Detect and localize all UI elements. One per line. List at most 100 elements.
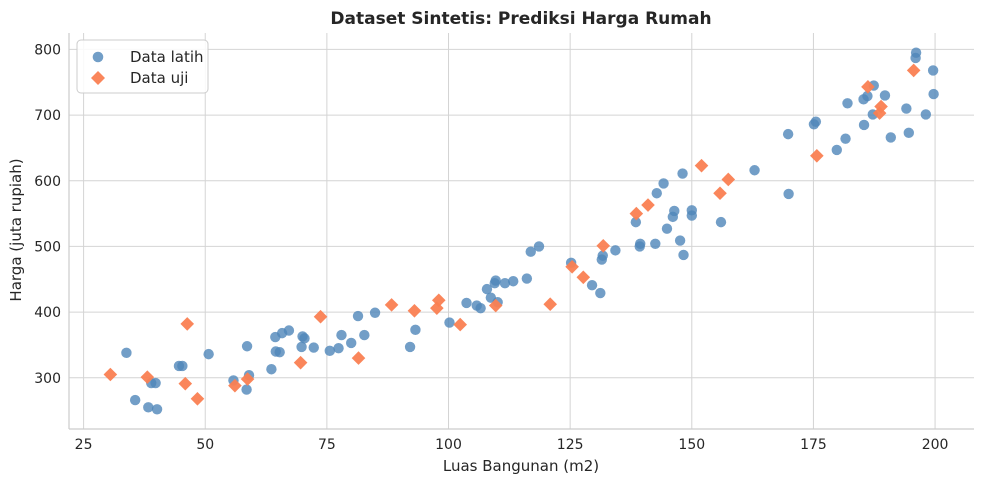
tick-labels: 25 50 75 100 125 150 175 200 300 400 500 600 700 800 bbox=[34, 42, 948, 453]
point-data-uji bbox=[576, 270, 591, 285]
point-data-latih bbox=[783, 188, 794, 200]
point-data-latih bbox=[749, 165, 760, 176]
point-data-latih bbox=[901, 103, 912, 114]
point-data-latih bbox=[143, 402, 154, 413]
point-data-latih bbox=[404, 341, 416, 353]
y-tick-label: 300 bbox=[34, 371, 61, 387]
point-data-latih bbox=[121, 347, 132, 359]
point-data-latih bbox=[650, 238, 661, 250]
point-data-latih bbox=[879, 90, 891, 101]
point-data-latih bbox=[635, 238, 646, 250]
point-data-latih bbox=[410, 324, 421, 336]
point-data-uji bbox=[313, 309, 328, 324]
point-data-uji bbox=[103, 367, 118, 382]
y-tick-label: 600 bbox=[34, 174, 61, 190]
point-data-latih bbox=[521, 273, 533, 284]
point-data-uji bbox=[874, 99, 888, 114]
point-data-uji bbox=[906, 63, 921, 78]
point-data-latih bbox=[674, 235, 686, 246]
point-data-latih bbox=[842, 98, 853, 109]
point-data-latih bbox=[444, 317, 455, 328]
point-data-uji bbox=[543, 297, 558, 312]
legend-marker-data-uji bbox=[91, 71, 105, 85]
point-data-latih bbox=[283, 325, 295, 336]
point-data-latih bbox=[927, 65, 939, 76]
point-data-latih bbox=[586, 279, 598, 291]
point-data-latih bbox=[910, 47, 922, 58]
point-data-latih bbox=[858, 119, 870, 131]
point-data-latih bbox=[274, 346, 285, 358]
point-data-uji bbox=[565, 259, 579, 274]
point-data-uji bbox=[140, 370, 155, 384]
axes bbox=[68, 33, 974, 430]
point-data-latih bbox=[352, 310, 364, 322]
chart-title: Dataset Sintetis: Prediksi Harga Rumah bbox=[330, 9, 711, 29]
point-data-uji bbox=[384, 298, 399, 312]
legend-marker-data-latih bbox=[92, 51, 104, 63]
point-data-latih bbox=[241, 341, 253, 352]
point-data-latih bbox=[508, 276, 519, 287]
point-data-latih bbox=[203, 348, 214, 360]
x-tick-label: 25 bbox=[75, 437, 93, 453]
point-data-latih bbox=[715, 216, 727, 228]
point-data-uji bbox=[293, 355, 308, 370]
point-data-latih bbox=[885, 132, 896, 143]
legend: Data latih Data uji bbox=[76, 39, 209, 94]
point-data-latih bbox=[346, 337, 357, 349]
point-data-uji bbox=[430, 301, 444, 315]
point-data-latih bbox=[677, 168, 688, 179]
point-data-latih bbox=[299, 333, 310, 344]
point-data-uji bbox=[641, 198, 655, 212]
point-data-latih bbox=[266, 364, 277, 375]
legend-label-data-latih: Data latih bbox=[130, 48, 204, 66]
point-data-latih bbox=[461, 297, 472, 309]
point-data-uji bbox=[228, 378, 242, 393]
point-data-uji bbox=[713, 186, 727, 201]
point-data-latih bbox=[903, 127, 915, 139]
legend-frame bbox=[76, 39, 209, 94]
y-tick-label: 700 bbox=[34, 108, 61, 124]
point-data-latih bbox=[840, 133, 851, 144]
point-data-latih bbox=[630, 216, 642, 228]
point-data-uji bbox=[721, 172, 736, 187]
point-data-latih bbox=[597, 250, 608, 261]
point-data-latih bbox=[651, 188, 662, 199]
legend-label-data-uji: Data uji bbox=[130, 69, 188, 87]
point-data-latih bbox=[928, 88, 939, 100]
x-tick-label: 150 bbox=[678, 437, 705, 453]
point-data-latih bbox=[369, 307, 381, 318]
point-data-latih bbox=[810, 116, 822, 127]
point-data-latih bbox=[920, 109, 932, 120]
point-data-latih bbox=[661, 223, 673, 234]
point-data-latih bbox=[481, 283, 493, 295]
point-data-latih bbox=[336, 329, 347, 341]
point-data-latih bbox=[525, 246, 536, 257]
y-tick-label: 500 bbox=[34, 239, 61, 255]
point-data-latih bbox=[686, 210, 697, 221]
point-data-latih bbox=[475, 302, 486, 314]
point-data-uji bbox=[872, 106, 887, 120]
x-tick-label: 100 bbox=[435, 437, 462, 453]
point-data-uji bbox=[861, 80, 875, 94]
point-data-latih bbox=[678, 249, 689, 261]
point-data-latih bbox=[499, 278, 511, 289]
point-data-uji bbox=[596, 238, 611, 253]
point-data-latih bbox=[595, 287, 606, 299]
point-data-latih bbox=[359, 329, 370, 341]
point-data-uji bbox=[453, 317, 467, 332]
point-data-uji bbox=[694, 158, 709, 173]
point-data-latih bbox=[296, 341, 307, 353]
y-tick-label: 800 bbox=[34, 42, 61, 58]
point-data-uji bbox=[629, 206, 644, 221]
point-data-uji bbox=[240, 372, 255, 386]
point-data-uji bbox=[810, 149, 824, 163]
x-axis-label: Luas Bangunan (m2) bbox=[443, 457, 599, 475]
point-data-latih bbox=[658, 178, 669, 189]
point-data-uji bbox=[351, 351, 366, 365]
point-data-latih bbox=[831, 144, 842, 156]
point-data-uji bbox=[431, 293, 446, 308]
x-tick-label: 175 bbox=[800, 437, 827, 453]
point-data-latih bbox=[490, 275, 501, 286]
point-data-latih bbox=[533, 241, 545, 252]
